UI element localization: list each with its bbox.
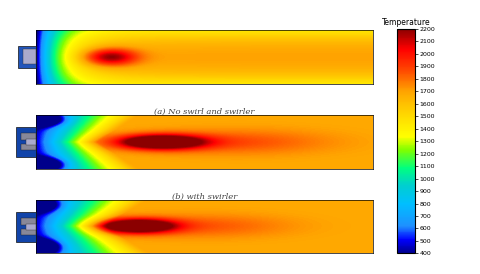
Bar xyxy=(26,224,36,230)
Text: (a) No swirl and swirler: (a) No swirl and swirler xyxy=(154,108,254,116)
Bar xyxy=(21,229,36,235)
Bar xyxy=(23,49,36,64)
Title: Temperature: Temperature xyxy=(381,18,430,27)
Bar xyxy=(16,127,36,157)
Bar xyxy=(21,144,36,150)
Text: (b) with swirler: (b) with swirler xyxy=(171,193,237,201)
Bar xyxy=(26,139,36,145)
Bar xyxy=(16,212,36,242)
Bar xyxy=(21,133,36,140)
Bar xyxy=(17,46,36,68)
Bar xyxy=(21,218,36,225)
